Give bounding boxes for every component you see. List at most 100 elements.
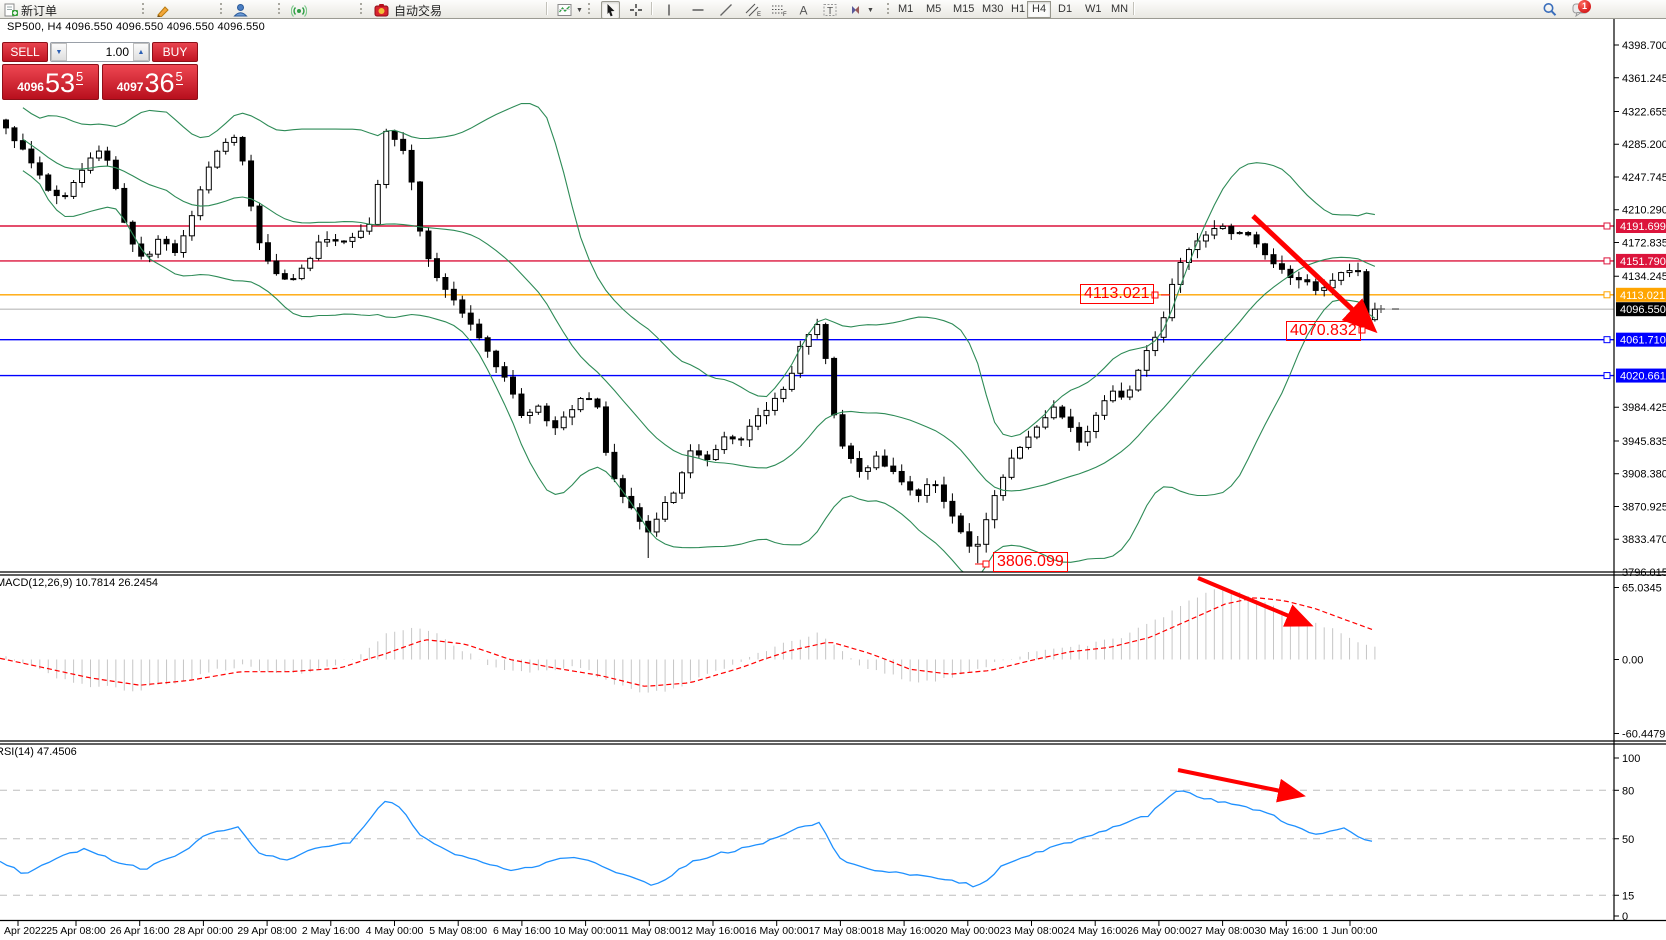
svg-text:0.00: 0.00 bbox=[1622, 655, 1643, 667]
buy-button[interactable]: BUY bbox=[152, 42, 198, 62]
tf-mn-button[interactable]: MN bbox=[1111, 3, 1129, 15]
trend-arrow-main[interactable] bbox=[1251, 214, 1378, 334]
tf-m15-button[interactable]: M15 bbox=[953, 3, 975, 15]
chart-template-button[interactable]: ▼ bbox=[554, 1, 586, 19]
svg-text:4247.745: 4247.745 bbox=[1622, 172, 1666, 184]
candlestick-series bbox=[3, 118, 1378, 564]
tf-w1-button[interactable]: W1 bbox=[1085, 3, 1102, 15]
tf-m1-button[interactable]: M1 bbox=[898, 3, 914, 15]
trend-arrow-rsi[interactable] bbox=[1177, 768, 1306, 803]
arrows-tool-button[interactable]: ▼ bbox=[845, 1, 877, 19]
fibonacci-tool-button[interactable]: F bbox=[768, 1, 791, 19]
toolbar-separator bbox=[546, 2, 548, 15]
cursor-icon bbox=[607, 4, 615, 17]
svg-text:0: 0 bbox=[1622, 911, 1628, 923]
one-click-trading-panel: SELL ▼ 1.00 ▲ BUY 4096 53 5 4097 36 5 bbox=[2, 42, 198, 100]
channel-tool-button[interactable]: E bbox=[742, 1, 765, 19]
svg-text:6 May 16:00: 6 May 16:00 bbox=[493, 925, 551, 937]
annotation-handle[interactable] bbox=[1358, 326, 1366, 334]
svg-text:4 May 00:00: 4 May 00:00 bbox=[366, 925, 424, 937]
tf-h4-button[interactable]: H4 bbox=[1027, 1, 1052, 18]
svg-text:26 May 00:00: 26 May 00:00 bbox=[1127, 925, 1191, 937]
svg-text:80: 80 bbox=[1622, 785, 1634, 797]
text-label-tool-button[interactable]: T bbox=[820, 1, 841, 19]
svg-text:11 May 08:00: 11 May 08:00 bbox=[618, 925, 681, 937]
svg-text:4096.550: 4096.550 bbox=[1620, 304, 1666, 316]
svg-text:-60.4479: -60.4479 bbox=[1622, 728, 1665, 740]
text-icon: A bbox=[800, 4, 808, 18]
text-tool-button[interactable]: A bbox=[794, 1, 813, 19]
fibonacci-icon: F bbox=[772, 5, 787, 17]
community-button[interactable] bbox=[230, 1, 251, 19]
svg-text:4151.790: 4151.790 bbox=[1620, 256, 1666, 268]
svg-text:50: 50 bbox=[1622, 834, 1634, 846]
crosshair-icon bbox=[630, 4, 642, 16]
volume-field: ▼ 1.00 ▲ bbox=[50, 42, 150, 62]
vertical-line-tool-button[interactable] bbox=[660, 1, 678, 19]
svg-text:3833.470: 3833.470 bbox=[1622, 534, 1666, 546]
autotrading-button[interactable]: 自动交易 bbox=[371, 1, 445, 19]
dropdown-caret-icon: ▼ bbox=[576, 6, 583, 14]
rsi-line bbox=[0, 790, 1373, 888]
tf-d1-button[interactable]: D1 bbox=[1058, 3, 1073, 15]
crosshair-tool-button[interactable] bbox=[626, 1, 646, 19]
chart-title: SP500, H4 4096.550 4096.550 4096.550 409… bbox=[7, 21, 265, 33]
toolbar-handle[interactable] bbox=[278, 3, 283, 14]
toolbar: 新订单 bbox=[0, 0, 1666, 19]
trendline-icon bbox=[720, 4, 732, 16]
sell-price-panel[interactable]: 4096 53 5 bbox=[2, 64, 99, 100]
search-button[interactable] bbox=[1542, 1, 1558, 17]
horizontal-line-tool-button[interactable] bbox=[688, 1, 708, 19]
cursor-tool-button[interactable] bbox=[601, 1, 620, 19]
volume-input[interactable]: 1.00 bbox=[105, 45, 129, 59]
svg-text:E: E bbox=[757, 12, 761, 17]
svg-text:4322.655: 4322.655 bbox=[1622, 106, 1666, 118]
svg-text:3870.925: 3870.925 bbox=[1622, 501, 1666, 513]
svg-text:1 Jun 00:00: 1 Jun 00:00 bbox=[1323, 925, 1378, 937]
svg-text:23 May 08:00: 23 May 08:00 bbox=[1000, 925, 1064, 937]
toolbar-separator bbox=[651, 2, 653, 15]
buy-price-major: 4097 bbox=[116, 80, 144, 94]
news-signal-button[interactable] bbox=[288, 1, 310, 19]
macd-signal-line bbox=[0, 597, 1373, 687]
svg-text:16 May 00:00: 16 May 00:00 bbox=[745, 925, 809, 937]
toolbar-handle[interactable] bbox=[142, 3, 147, 14]
macd-indicator-label: MACD(12,26,9) 10.7814 26.2454 bbox=[0, 577, 159, 589]
toolbar-handle[interactable] bbox=[360, 3, 365, 14]
price-annotation-4070[interactable]: 4070.832 bbox=[1286, 320, 1361, 341]
price-axis-labels: 4398.700 4361.245 4322.655 4285.200 4247.745… bbox=[1603, 40, 1666, 923]
buy-price-sup: 5 bbox=[175, 69, 183, 85]
toolbar-handle[interactable] bbox=[887, 3, 892, 14]
notification-badge[interactable]: 1 bbox=[1578, 0, 1591, 13]
svg-text:12 May 16:00: 12 May 16:00 bbox=[681, 925, 745, 937]
svg-text:3908.380: 3908.380 bbox=[1622, 469, 1666, 481]
svg-text:4398.700: 4398.700 bbox=[1622, 40, 1666, 52]
sell-button[interactable]: SELL bbox=[2, 42, 48, 62]
toolbar-handle[interactable] bbox=[588, 3, 593, 14]
svg-text:4210.290: 4210.290 bbox=[1622, 205, 1666, 217]
sell-price-big: 53 bbox=[44, 68, 75, 98]
volume-decrease-button[interactable]: ▼ bbox=[51, 43, 67, 61]
svg-text:3945.835: 3945.835 bbox=[1622, 436, 1666, 448]
annotation-handle[interactable] bbox=[982, 560, 990, 568]
trend-arrow-macd[interactable] bbox=[1197, 576, 1314, 627]
annotation-handle[interactable] bbox=[1151, 291, 1159, 299]
tf-m5-button[interactable]: M5 bbox=[926, 3, 942, 15]
svg-text:27 May 08:00: 27 May 08:00 bbox=[1191, 925, 1255, 937]
price-annotation-3806[interactable]: 3806.099 bbox=[993, 552, 1068, 573]
trendline-tool-button[interactable] bbox=[716, 1, 736, 19]
price-annotation-4113[interactable]: 4113.021 bbox=[1080, 283, 1154, 304]
new-order-button[interactable]: 新订单 bbox=[1, 1, 60, 19]
volume-increase-button[interactable]: ▲ bbox=[133, 43, 149, 61]
svg-text:4020.661: 4020.661 bbox=[1620, 371, 1666, 383]
buy-price-panel[interactable]: 4097 36 5 bbox=[101, 64, 198, 100]
signal-icon bbox=[291, 5, 307, 17]
svg-text:4191.699: 4191.699 bbox=[1620, 221, 1666, 233]
tf-m30-button[interactable]: M30 bbox=[982, 3, 1004, 15]
tf-h1-button[interactable]: H1 bbox=[1011, 3, 1026, 15]
search-icon bbox=[1543, 2, 1557, 16]
person-icon bbox=[233, 4, 248, 17]
metaeditor-button[interactable] bbox=[152, 1, 174, 19]
toolbar-handle[interactable] bbox=[220, 3, 225, 14]
